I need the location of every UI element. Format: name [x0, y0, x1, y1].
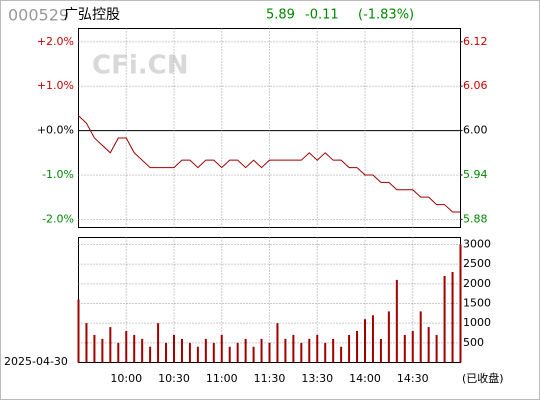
y-tick-label: 6.12 — [463, 35, 488, 48]
volume-bar — [244, 338, 247, 363]
volume-bar — [395, 279, 398, 363]
volume-bar — [77, 299, 80, 363]
x-tick-label: 14:00 — [349, 372, 381, 385]
date: 2025-04-30 — [4, 355, 68, 368]
volume-bar — [260, 338, 263, 363]
stock-code: 000529 — [8, 6, 69, 25]
volume-bar — [316, 334, 319, 363]
x-tick-label: 13:30 — [301, 372, 333, 385]
volume-bar — [133, 334, 136, 363]
x-tick-label: 11:00 — [206, 372, 238, 385]
y-tick-label: 2500 — [463, 257, 491, 270]
volume-bar — [196, 346, 199, 363]
x-tick-label: 14:30 — [397, 372, 429, 385]
y-tick-label: 6.06 — [463, 79, 488, 92]
y2-tick-label: +0.0% — [37, 124, 74, 137]
volume-bar — [220, 334, 223, 363]
y-tick-label: 6.00 — [463, 124, 488, 137]
volume-bar — [180, 338, 183, 363]
volume-bar — [101, 338, 104, 363]
y-tick-label: 500 — [463, 336, 484, 349]
volume-bar — [387, 311, 390, 363]
volume-bar — [165, 342, 168, 363]
volume-bar — [411, 331, 414, 363]
volume-bar — [173, 334, 175, 363]
volume-bar — [427, 327, 430, 363]
volume-bar — [292, 334, 295, 363]
volume-bar — [332, 338, 335, 363]
change: -0.11 — [305, 8, 339, 23]
y-tick-label: 2000 — [463, 277, 491, 290]
y-tick-label: 3000 — [463, 238, 491, 251]
volume-bar — [204, 338, 207, 363]
volume-bar — [419, 311, 422, 363]
volume-bar — [356, 331, 359, 363]
volume-bar — [212, 342, 215, 363]
volume-bar — [117, 342, 120, 363]
y2-tick-label: +2.0% — [37, 35, 74, 48]
status: (已收盘) — [462, 371, 504, 385]
volume-bar — [451, 272, 454, 363]
y2-tick-label: -1.0% — [42, 168, 74, 181]
volume-bar — [308, 338, 311, 363]
volume-bar — [276, 323, 279, 363]
volume-bar — [371, 315, 374, 363]
change-pct: (-1.83%) — [358, 8, 414, 23]
volume-bar — [403, 334, 406, 363]
volume-bar — [228, 346, 231, 363]
x-tick-label: 10:30 — [158, 372, 190, 385]
volume-bar — [157, 323, 160, 363]
volume-bar — [125, 331, 128, 363]
y2-tick-label: +1.0% — [37, 79, 74, 92]
volume-bar — [435, 334, 438, 363]
stock-name: 广弘控股 — [64, 7, 120, 23]
volume-bar — [340, 346, 343, 363]
volume-bar — [379, 338, 382, 363]
y-tick-label: 5.88 — [463, 212, 488, 225]
volume-bar — [188, 342, 191, 363]
volume-bar — [141, 338, 144, 363]
volume-bar — [348, 334, 351, 363]
volume-bar — [236, 342, 239, 363]
volume-bar — [149, 346, 152, 363]
volume-bar — [85, 323, 88, 363]
volume-bar — [364, 319, 366, 363]
volume-bar — [109, 327, 112, 363]
volume-bar — [268, 342, 271, 363]
y-tick-label: 1500 — [463, 297, 491, 310]
volume-bar — [284, 338, 287, 363]
y2-tick-label: -2.0% — [42, 213, 74, 226]
volume-bar — [459, 244, 462, 363]
y-tick-label: 1000 — [463, 316, 491, 329]
volume-bar — [93, 334, 96, 363]
volume-bar — [443, 275, 446, 363]
watermark: CFi.CN — [92, 51, 188, 81]
x-tick-label: 10:00 — [110, 372, 142, 385]
y-tick-label: 5.94 — [463, 168, 488, 181]
price: 5.89 — [266, 8, 295, 23]
volume-bar — [252, 346, 255, 363]
volume-bar — [300, 342, 303, 363]
x-tick-label: 11:30 — [254, 372, 286, 385]
volume-bar — [324, 342, 327, 363]
price-line — [78, 115, 461, 213]
